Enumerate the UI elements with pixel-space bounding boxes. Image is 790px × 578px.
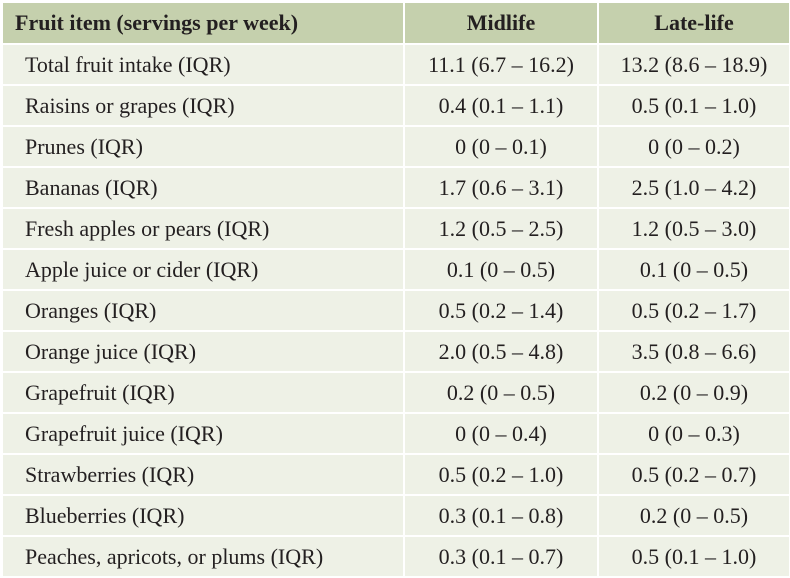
fruit-item-cell: Prunes (IQR) [1, 125, 405, 168]
table-row: Oranges (IQR) 0.5 (0.2 – 1.4) 0.5 (0.2 – 1… [1, 289, 790, 332]
header-row: Fruit item (servings per week) Midlife L… [1, 1, 790, 45]
midlife-value-cell: 0.4 (0.1 – 1.1) [403, 84, 599, 127]
table-row: Fresh apples or pears (IQR) 1.2 (0.5 – 2.… [1, 207, 790, 250]
table-row: Prunes (IQR) 0 (0 – 0.1) 0 (0 – 0.2) [1, 125, 790, 168]
late-life-value-cell: 0.1 (0 – 0.5) [597, 248, 790, 291]
fruit-item-cell: Grapefruit juice (IQR) [1, 412, 405, 455]
late-life-value-cell: 2.5 (1.0 – 4.2) [597, 166, 790, 209]
midlife-value-cell: 0 (0 – 0.4) [403, 412, 599, 455]
late-life-value-cell: 3.5 (0.8 – 6.6) [597, 330, 790, 373]
table-row: Orange juice (IQR) 2.0 (0.5 – 4.8) 3.5 (0.… [1, 330, 790, 373]
fruit-item-cell: Strawberries (IQR) [1, 453, 405, 496]
header-fruit-item: Fruit item (servings per week) [1, 1, 405, 45]
table-row: Grapefruit juice (IQR) 0 (0 – 0.4) 0 (0 – … [1, 412, 790, 455]
midlife-value-cell: 0 (0 – 0.1) [403, 125, 599, 168]
midlife-value-cell: 0.5 (0.2 – 1.0) [403, 453, 599, 496]
table-row: Grapefruit (IQR) 0.2 (0 – 0.5) 0.2 (0 – 0.… [1, 371, 790, 414]
midlife-value-cell: 0.3 (0.1 – 0.8) [403, 494, 599, 537]
midlife-value-cell: 1.7 (0.6 – 3.1) [403, 166, 599, 209]
header-late-life: Late-life [597, 1, 790, 45]
table-row: Strawberries (IQR) 0.5 (0.2 – 1.0) 0.5 (0.… [1, 453, 790, 496]
late-life-value-cell: 0.2 (0 – 0.5) [597, 494, 790, 537]
header-midlife: Midlife [403, 1, 599, 45]
fruit-item-cell: Apple juice or cider (IQR) [1, 248, 405, 291]
table-row: Blueberries (IQR) 0.3 (0.1 – 0.8) 0.2 (0 –… [1, 494, 790, 537]
midlife-value-cell: 11.1 (6.7 – 16.2) [403, 43, 599, 86]
late-life-value-cell: 0.5 (0.2 – 0.7) [597, 453, 790, 496]
fruit-item-cell: Fresh apples or pears (IQR) [1, 207, 405, 250]
midlife-value-cell: 2.0 (0.5 – 4.8) [403, 330, 599, 373]
midlife-value-cell: 0.2 (0 – 0.5) [403, 371, 599, 414]
late-life-value-cell: 0 (0 – 0.2) [597, 125, 790, 168]
late-life-value-cell: 0.5 (0.2 – 1.7) [597, 289, 790, 332]
midlife-value-cell: 0.5 (0.2 – 1.4) [403, 289, 599, 332]
late-life-value-cell: 0 (0 – 0.3) [597, 412, 790, 455]
table-row: Apple juice or cider (IQR) 0.1 (0 – 0.5) 0… [1, 248, 790, 291]
late-life-value-cell: 1.2 (0.5 – 3.0) [597, 207, 790, 250]
table-row: Raisins or grapes (IQR) 0.4 (0.1 – 1.1) 0.… [1, 84, 790, 127]
table-body: Total fruit intake (IQR) 11.1 (6.7 – 16.2… [1, 43, 790, 578]
late-life-value-cell: 0.5 (0.1 – 1.0) [597, 535, 790, 578]
fruit-item-cell: Grapefruit (IQR) [1, 371, 405, 414]
midlife-value-cell: 0.3 (0.1 – 0.7) [403, 535, 599, 578]
late-life-value-cell: 13.2 (8.6 – 18.9) [597, 43, 790, 86]
midlife-value-cell: 1.2 (0.5 – 2.5) [403, 207, 599, 250]
fruit-item-cell: Orange juice (IQR) [1, 330, 405, 373]
midlife-value-cell: 0.1 (0 – 0.5) [403, 248, 599, 291]
table-row: Bananas (IQR) 1.7 (0.6 – 3.1) 2.5 (1.0 – 4… [1, 166, 790, 209]
fruit-item-cell: Raisins or grapes (IQR) [1, 84, 405, 127]
late-life-value-cell: 0.2 (0 – 0.9) [597, 371, 790, 414]
table-header: Fruit item (servings per week) Midlife L… [1, 1, 790, 45]
fruit-item-cell: Total fruit intake (IQR) [1, 43, 405, 86]
fruit-item-cell: Blueberries (IQR) [1, 494, 405, 537]
fruit-item-cell: Oranges (IQR) [1, 289, 405, 332]
table-row: Peaches, apricots, or plums (IQR) 0.3 (0.… [1, 535, 790, 578]
fruit-item-cell: Bananas (IQR) [1, 166, 405, 209]
fruit-item-cell: Peaches, apricots, or plums (IQR) [1, 535, 405, 578]
late-life-value-cell: 0.5 (0.1 – 1.0) [597, 84, 790, 127]
table-row: Total fruit intake (IQR) 11.1 (6.7 – 16.2… [1, 43, 790, 86]
